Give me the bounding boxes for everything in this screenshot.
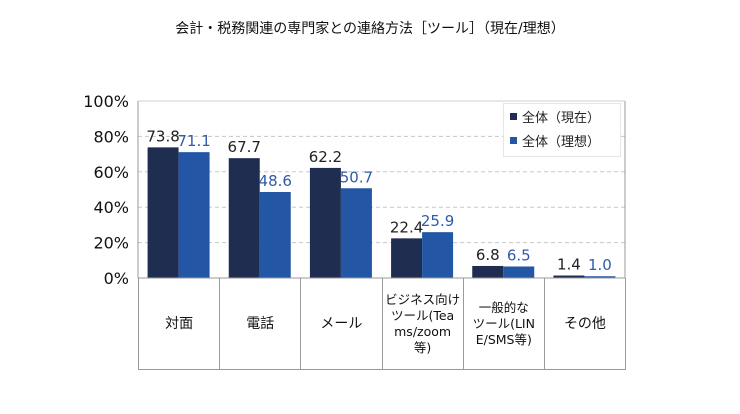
data-label: 22.4 (390, 218, 423, 236)
legend-swatch-current (510, 112, 517, 120)
legend-swatch-ideal (510, 136, 517, 144)
chart-title: 会計・税務関連の専門家との連絡方法［ツール］（現在/理想） (175, 21, 565, 37)
legend-item-ideal: 全体（理想） (504, 128, 620, 152)
category-label: 電話 (220, 278, 302, 369)
category-label: 対面 (139, 278, 221, 369)
category-label: ビジネス向け ツール(Tea ms/zoom 等) (383, 278, 464, 369)
y-tick-label: 80% (93, 127, 129, 146)
data-label: 48.6 (259, 172, 292, 190)
y-tick-label: 20% (93, 234, 129, 253)
data-label: 25.9 (421, 212, 454, 230)
y-tick-label: 100% (83, 92, 129, 111)
data-label: 71.1 (177, 132, 210, 150)
bar (422, 232, 454, 278)
category-table: 対面 電話 メール ビジネス向け ツール(Tea ms/zoom 等) 一般的な… (138, 278, 627, 370)
data-label: 62.2 (309, 148, 342, 166)
legend-label-current: 全体（現在） (522, 110, 601, 126)
bar (472, 265, 504, 278)
category-label: メール (301, 278, 383, 369)
bar (584, 276, 616, 278)
data-label: 1.0 (588, 256, 612, 274)
legend-item-current: 全体（現在） (504, 104, 620, 128)
bar (228, 158, 260, 278)
legend-label-ideal: 全体（理想） (522, 134, 601, 150)
data-label: 73.8 (146, 127, 179, 145)
category-label: その他 (545, 278, 627, 369)
bar (553, 275, 585, 278)
category-label: 一般的な ツール(LIN E/SMS等) (464, 278, 545, 369)
data-label: 6.5 (507, 246, 531, 264)
legend: 全体（現在） 全体（理想） (503, 103, 621, 157)
data-label: 6.8 (476, 246, 500, 264)
bar (340, 188, 372, 278)
data-label: 67.7 (228, 138, 261, 156)
y-tick-label: 40% (93, 198, 129, 217)
y-tick-label: 60% (93, 163, 129, 182)
bar (147, 147, 179, 278)
data-label: 50.7 (340, 168, 373, 186)
data-label: 1.4 (557, 256, 581, 274)
bar (178, 152, 210, 278)
bar (503, 266, 535, 278)
y-tick-label: 0% (104, 269, 129, 288)
bar (309, 167, 341, 278)
bar (391, 238, 423, 278)
bar (259, 191, 291, 278)
